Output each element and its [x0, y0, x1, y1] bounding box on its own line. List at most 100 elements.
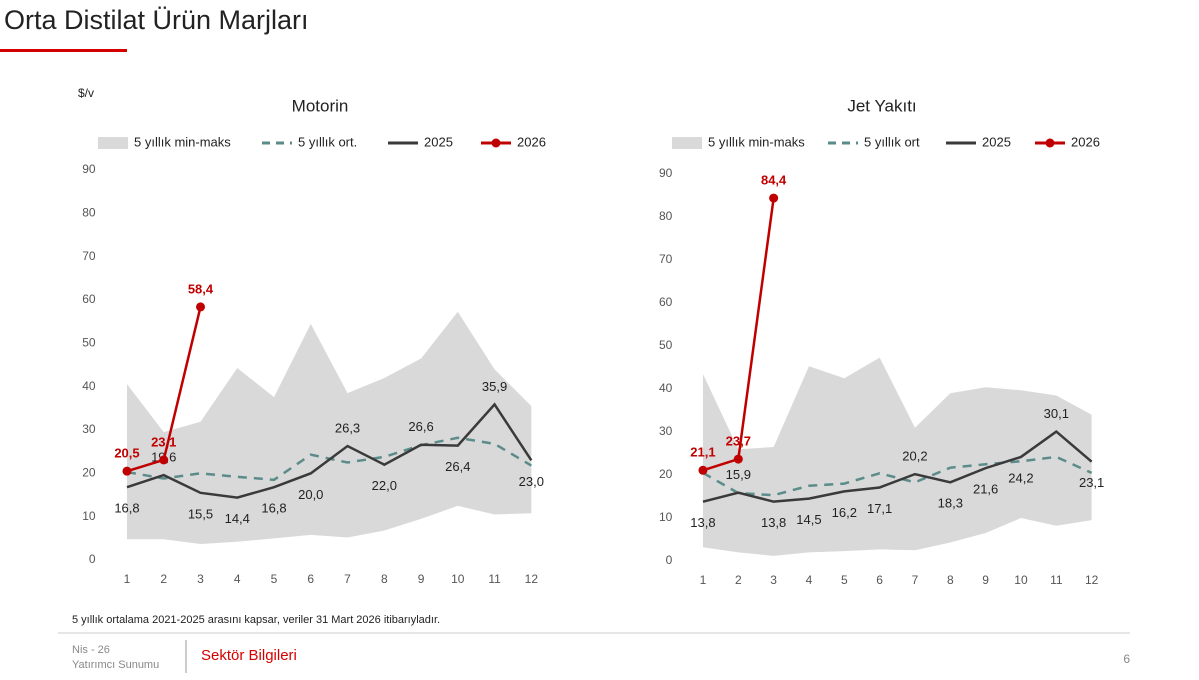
data-label: 14,4 [225, 511, 250, 526]
x-tick-label: 8 [947, 573, 954, 587]
x-tick-label: 9 [418, 572, 425, 586]
data-label: 35,9 [482, 379, 507, 394]
y-tick-label: 10 [659, 510, 673, 524]
y-tick-label: 20 [82, 466, 96, 480]
legend-label: 2026 [517, 134, 546, 149]
data-label: 24,2 [1008, 470, 1033, 485]
y-tick-label: 40 [659, 381, 673, 395]
data-label: 26,4 [445, 459, 470, 474]
y-tick-label: 10 [82, 509, 96, 523]
data-label: 23,7 [726, 434, 751, 449]
data-label: 23,1 [1079, 475, 1104, 490]
data-label: 14,5 [796, 512, 821, 527]
legend-marker [491, 138, 501, 148]
y-tick-label: 70 [82, 249, 96, 263]
legend-label: 5 yıllık ort. [298, 134, 357, 149]
footer-date: Nis - 26 [72, 644, 110, 656]
footer-section: Sektör Bilgileri [201, 647, 297, 664]
y-tick-label: 80 [82, 206, 96, 220]
series-line [702, 429, 1093, 503]
data-label: 15,9 [726, 467, 751, 482]
x-tick-label: 12 [1085, 573, 1099, 587]
data-label: 16,8 [114, 501, 139, 516]
title-underline [0, 49, 127, 52]
x-tick-label: 1 [700, 573, 707, 587]
data-label: 13,8 [761, 515, 786, 530]
y-tick-label: 90 [659, 166, 673, 180]
x-tick-label: 6 [307, 572, 314, 586]
y-tick-label: 60 [659, 295, 673, 309]
data-label: 13,8 [690, 515, 715, 530]
x-tick-label: 3 [770, 573, 777, 587]
y-tick-label: 30 [659, 424, 673, 438]
y-tick-label: 0 [89, 552, 96, 566]
point-marker [698, 465, 708, 475]
legend-label: 5 yıllık ort [864, 134, 920, 149]
min-max-band [702, 357, 1092, 556]
x-tick-label: 11 [488, 572, 501, 586]
y-tick-label: 60 [82, 292, 96, 306]
data-label: 16,2 [832, 505, 857, 520]
series-line [126, 402, 533, 499]
legend-marker [1045, 138, 1055, 148]
data-label: 23,1 [151, 434, 176, 449]
min-max-band [126, 311, 532, 544]
footnote: 5 yıllık ortalama 2021-2025 arasını kaps… [72, 614, 440, 626]
x-tick-label: 3 [197, 572, 204, 586]
footer-doc: Yatırımcı Sunumu [72, 659, 159, 671]
chart-title: Motorin [292, 96, 349, 115]
data-label: 84,4 [761, 173, 787, 188]
data-label: 30,1 [1044, 406, 1069, 421]
x-tick-label: 7 [344, 572, 351, 586]
y-tick-label: 30 [82, 422, 96, 436]
x-tick-label: 4 [234, 572, 241, 586]
page-number: 6 [1123, 652, 1130, 666]
y-tick-label: 80 [659, 209, 673, 223]
y-tick-label: 90 [82, 162, 96, 176]
point-marker [195, 302, 205, 312]
point-marker [733, 454, 743, 464]
series-line [702, 455, 1093, 497]
data-label: 15,5 [188, 506, 213, 521]
y-tick-label: 40 [82, 379, 96, 393]
y-tick-label: 70 [659, 252, 673, 266]
x-tick-label: 11 [1050, 573, 1063, 587]
data-label: 22,0 [372, 478, 397, 493]
legend-label: 2026 [1071, 134, 1100, 149]
y-tick-label: 50 [82, 336, 96, 350]
data-label: 20,0 [298, 487, 323, 502]
data-label: 18,3 [938, 496, 963, 511]
legend-label: 2025 [982, 134, 1011, 149]
data-label: 21,6 [973, 482, 998, 497]
data-label: 20,2 [902, 449, 927, 464]
x-tick-label: 2 [160, 572, 167, 586]
point-marker [159, 455, 169, 465]
x-tick-label: 10 [451, 572, 465, 586]
legend-label: 5 yıllık min-maks [134, 134, 231, 149]
data-label: 16,8 [261, 501, 286, 516]
y-axis-label: $/v [78, 86, 94, 100]
page-title: Orta Distilat Ürün Marjları [4, 5, 309, 35]
data-label: 17,1 [867, 501, 892, 516]
x-tick-label: 9 [982, 573, 989, 587]
x-tick-label: 12 [525, 572, 539, 586]
data-label: 23,0 [519, 474, 544, 489]
x-tick-label: 6 [876, 573, 883, 587]
point-marker [769, 193, 779, 203]
legend-swatch [98, 137, 128, 149]
x-tick-label: 1 [124, 572, 131, 586]
data-label: 58,4 [188, 281, 214, 296]
legend-label: 2025 [424, 134, 453, 149]
x-tick-label: 8 [381, 572, 388, 586]
y-tick-label: 0 [666, 553, 673, 567]
legend-label: 5 yıllık min-maks [708, 134, 805, 149]
chart-title: Jet Yakıtı [847, 96, 916, 115]
x-tick-label: 4 [806, 573, 813, 587]
legend-swatch [672, 137, 702, 149]
x-tick-label: 5 [271, 572, 278, 586]
data-label: 26,3 [335, 420, 360, 435]
point-marker [122, 466, 132, 476]
y-tick-label: 50 [659, 338, 673, 352]
data-label: 21,1 [690, 445, 715, 460]
